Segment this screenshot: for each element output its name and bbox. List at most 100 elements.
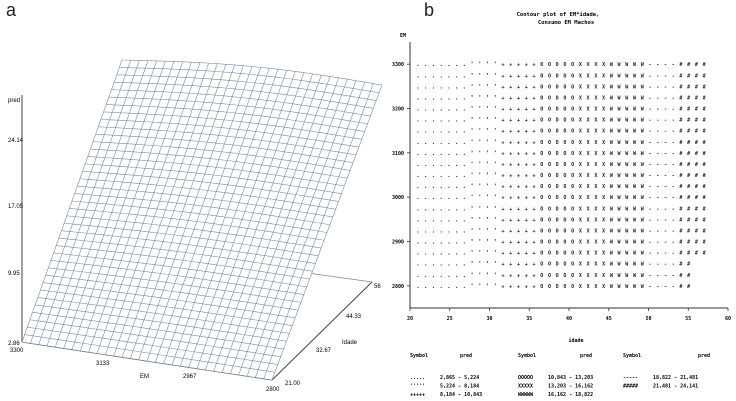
contour-symbol: W xyxy=(610,162,614,168)
contour-x-tick-label: 55 xyxy=(685,316,691,322)
contour-symbol: . xyxy=(432,250,436,257)
contour-symbol: O xyxy=(571,140,574,146)
contour-symbol: + xyxy=(509,140,512,146)
contour-symbol: . xyxy=(432,205,436,212)
contour-symbol: X xyxy=(602,173,605,179)
contour-symbol: . xyxy=(432,83,436,90)
contour-symbol: . xyxy=(455,150,459,157)
contour-symbol: # xyxy=(679,195,682,201)
contour-symbol: # xyxy=(695,84,698,90)
contour-symbol: + xyxy=(502,206,505,212)
contour-symbol: X xyxy=(587,173,590,179)
contour-symbol: - xyxy=(664,129,667,135)
contour-symbol: W xyxy=(610,251,614,257)
contour-symbol: W xyxy=(610,129,614,135)
contour-symbol: W xyxy=(610,284,614,290)
contour-symbol: - xyxy=(648,284,651,290)
contour-symbol: - xyxy=(672,184,675,190)
x-tick-labels: 3300 3133 2967 2800 xyxy=(10,348,280,393)
contour-symbol: W xyxy=(618,251,622,257)
contour-symbol: W xyxy=(633,251,637,257)
contour-symbol: O xyxy=(556,151,559,157)
contour-symbol: O xyxy=(540,129,543,135)
contour-symbol: X xyxy=(594,95,597,101)
contour-symbol: ' xyxy=(478,227,482,234)
contour-symbol: O xyxy=(571,206,574,212)
contour-symbol: # xyxy=(695,118,698,124)
legend-header-symbol: Symbol xyxy=(623,353,641,359)
contour-symbol: ' xyxy=(486,227,490,234)
contour-symbol: W xyxy=(618,262,622,268)
contour-symbol: ' xyxy=(470,61,474,68)
contour-symbol: O xyxy=(571,107,574,113)
contour-symbol: ' xyxy=(470,150,474,157)
contour-symbol: W xyxy=(618,284,622,290)
contour-symbol: ' xyxy=(493,61,497,68)
contour-symbol: . xyxy=(439,239,443,246)
legend-range: 18,822 - 21,481 xyxy=(653,375,698,381)
contour-symbol: + xyxy=(532,118,535,124)
contour-symbol: O xyxy=(540,262,543,268)
contour-symbol: . xyxy=(447,216,451,223)
contour-symbol: . xyxy=(463,250,467,257)
contour-symbol: + xyxy=(517,129,520,135)
contour-symbol: X xyxy=(602,262,605,268)
contour-symbol: # xyxy=(687,118,690,124)
contour-symbol: O xyxy=(540,251,543,257)
contour-symbol: . xyxy=(463,161,467,168)
contour-symbol: + xyxy=(509,62,512,68)
contour-symbol: O xyxy=(563,184,566,190)
contour-symbol: W xyxy=(610,228,614,234)
contour-symbol: . xyxy=(447,250,451,257)
contour-symbol: X xyxy=(579,95,582,101)
contour-symbol: . xyxy=(424,183,428,190)
contour-symbol: . xyxy=(447,128,451,135)
contour-symbol: # xyxy=(687,162,690,168)
contour-symbol: ' xyxy=(486,61,490,68)
contour-symbol: W xyxy=(641,107,645,113)
contour-symbol: ' xyxy=(486,72,490,79)
contour-symbol: W xyxy=(641,251,645,257)
contour-symbol: O xyxy=(540,62,543,68)
x-tick-label: 3133 xyxy=(96,361,110,367)
contour-symbol: . xyxy=(463,216,467,223)
contour-symbol: X xyxy=(579,162,582,168)
contour-x-tick-label: 60 xyxy=(725,316,731,322)
contour-symbol: O xyxy=(571,184,574,190)
contour-symbol: O xyxy=(556,251,559,257)
contour-symbol: . xyxy=(439,83,443,90)
contour-symbol: ' xyxy=(470,194,474,201)
surface-fill xyxy=(22,60,382,380)
legend-range: 2,865 - 5,224 xyxy=(440,375,479,381)
contour-symbol: W xyxy=(633,184,637,190)
contour-symbol: - xyxy=(664,240,667,246)
contour-symbol: ' xyxy=(478,139,482,146)
contour-symbol: . xyxy=(455,250,459,257)
mesh-line-v xyxy=(56,245,310,280)
contour-symbol: X xyxy=(602,107,605,113)
contour-symbol: - xyxy=(672,73,675,79)
contour-symbol: O xyxy=(556,217,559,223)
contour-x-tick-label: 35 xyxy=(526,316,532,322)
contour-symbol: - xyxy=(648,129,651,135)
contour-symbol: W xyxy=(641,240,645,246)
contour-symbol: W xyxy=(641,273,645,279)
contour-symbol: X xyxy=(579,217,582,223)
contour-symbol: W xyxy=(633,95,637,101)
contour-symbol: - xyxy=(672,206,675,212)
contour-symbol: W xyxy=(618,217,622,223)
contour-symbol: ' xyxy=(493,106,497,113)
contour-symbol: # xyxy=(703,195,706,201)
contour-symbol: . xyxy=(463,128,467,135)
contour-symbol: X xyxy=(587,217,590,223)
contour-symbol: . xyxy=(439,139,443,146)
contour-symbol: + xyxy=(525,173,528,179)
mesh-line-v xyxy=(116,74,377,101)
contour-symbol: - xyxy=(656,173,659,179)
contour-symbol: O xyxy=(540,228,543,234)
contour-symbol: . xyxy=(447,94,451,101)
contour-symbol: + xyxy=(502,129,505,135)
contour-symbol: O xyxy=(556,262,559,268)
z-tick-labels: 2.86 9.95 17.05 24.14 xyxy=(8,138,24,347)
contour-symbol: O xyxy=(540,206,543,212)
